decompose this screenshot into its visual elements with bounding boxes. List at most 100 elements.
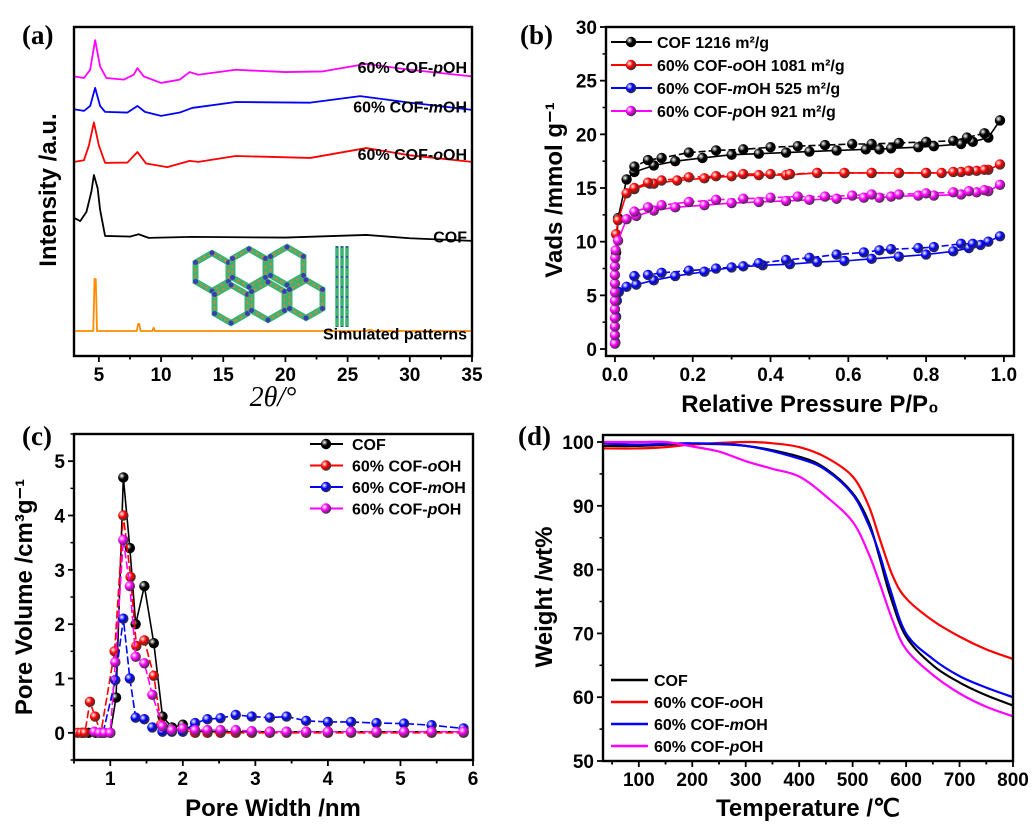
legend-label: 60% COF-pOH xyxy=(654,739,763,756)
xrd-curve xyxy=(74,278,472,332)
legend-label: 60% COF-mOH xyxy=(352,480,466,497)
data-point xyxy=(866,189,877,200)
node-atom xyxy=(320,306,325,311)
psd-line xyxy=(82,477,464,734)
tga-curve xyxy=(603,440,1013,660)
psd-line xyxy=(94,539,464,734)
tga-curve xyxy=(603,440,1013,718)
data-point xyxy=(230,709,241,721)
data-point xyxy=(858,247,870,258)
data-point xyxy=(89,711,101,722)
data-point xyxy=(866,167,877,179)
y-tick-label: 60 xyxy=(573,688,594,709)
data-point xyxy=(874,144,885,155)
y-tick-label: 15 xyxy=(576,179,598,200)
y-axis-title: Pore Volume /cm³g⁻¹ xyxy=(11,479,38,715)
data-point xyxy=(629,161,640,172)
data-point xyxy=(780,254,792,266)
data-point xyxy=(967,238,978,250)
y-axis-title: Vads /mmol g⁻¹ xyxy=(541,102,568,277)
data-point xyxy=(671,175,683,186)
italic-letter: o xyxy=(730,695,740,712)
data-point xyxy=(811,256,823,268)
data-point xyxy=(874,245,885,256)
x-tick-label: 700 xyxy=(944,770,976,791)
legend-label: 60% COF-pOH 921 m²/g xyxy=(657,104,836,121)
data-point xyxy=(109,646,120,657)
data-point xyxy=(609,269,621,281)
x-axis-title: Pore Width /nm xyxy=(185,795,361,822)
y-axis-title: Weight /wt% xyxy=(531,527,558,668)
data-point xyxy=(753,196,765,208)
cof-structure-illustration xyxy=(192,243,349,327)
y-tick-label: 70 xyxy=(573,624,594,645)
data-point xyxy=(963,186,975,197)
data-point xyxy=(765,142,776,153)
data-point xyxy=(753,148,765,159)
data-point xyxy=(961,132,973,143)
data-point xyxy=(656,199,667,211)
data-point xyxy=(994,159,1006,170)
data-point xyxy=(426,726,437,737)
data-point xyxy=(866,253,877,265)
data-point xyxy=(913,142,924,153)
data-point xyxy=(847,138,858,150)
data-point xyxy=(398,718,410,729)
node-atom xyxy=(230,275,235,280)
data-point xyxy=(913,242,924,254)
x-tick-label: 20 xyxy=(275,365,296,386)
data-point xyxy=(322,716,334,728)
data-point xyxy=(893,137,905,149)
data-point xyxy=(831,193,842,204)
data-point xyxy=(629,182,640,194)
series-label: 60% COF-oOH xyxy=(358,147,467,164)
data-point xyxy=(609,321,621,332)
xrd-curve xyxy=(74,121,472,169)
data-point xyxy=(118,472,129,483)
data-point xyxy=(609,286,621,298)
x-tick-label: 6 xyxy=(468,769,479,790)
data-point xyxy=(631,279,642,290)
data-point xyxy=(831,145,842,156)
data-point xyxy=(697,152,708,164)
data-point xyxy=(656,152,667,164)
data-point xyxy=(670,270,681,282)
data-point xyxy=(765,168,776,180)
chart-panel-d: (d) 100 200 300 400 500 600 700 800 50 60 70 80 90 100… xyxy=(518,421,1029,822)
plot-area xyxy=(74,472,469,739)
node-atom xyxy=(193,279,198,284)
x-axis-title: 2θ/° xyxy=(250,382,297,413)
x-tick-label: 0.2 xyxy=(680,365,706,386)
plot-frame xyxy=(72,432,475,762)
x-tick-label: 4 xyxy=(323,769,334,790)
data-point xyxy=(139,658,150,669)
data-point xyxy=(609,338,621,349)
data-point xyxy=(371,717,382,729)
data-point xyxy=(215,712,226,724)
data-point xyxy=(147,689,158,700)
node-atom xyxy=(265,279,271,285)
x-tick-label: 35 xyxy=(461,365,483,386)
legend-label: COF 1216 m²/g xyxy=(657,35,769,52)
italic-letter: p xyxy=(427,502,438,519)
italic-letter: p xyxy=(732,104,743,121)
data-point xyxy=(118,534,129,546)
y-tick-label: 30 xyxy=(576,18,597,39)
data-point xyxy=(345,726,357,737)
node-atom xyxy=(230,256,235,261)
node-atom xyxy=(263,256,268,261)
data-point xyxy=(609,295,621,306)
data-point xyxy=(738,261,749,272)
italic-letter: o xyxy=(733,58,743,75)
x-tick-label: 800 xyxy=(997,770,1029,791)
data-point xyxy=(804,194,815,206)
legend-marker xyxy=(320,460,332,471)
legend-marker xyxy=(625,36,637,48)
data-point xyxy=(124,580,136,592)
data-point xyxy=(105,727,116,739)
data-point xyxy=(948,187,959,198)
data-point xyxy=(839,255,850,267)
legend-label: 60% COF-mOH 525 m²/g xyxy=(657,81,840,98)
data-point xyxy=(322,726,334,737)
data-point xyxy=(928,241,940,253)
